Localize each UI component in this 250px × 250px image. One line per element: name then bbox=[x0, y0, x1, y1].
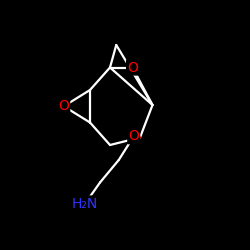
Text: O: O bbox=[58, 99, 69, 113]
Text: H₂N: H₂N bbox=[72, 197, 98, 211]
Text: O: O bbox=[128, 129, 139, 143]
Text: O: O bbox=[127, 60, 138, 74]
